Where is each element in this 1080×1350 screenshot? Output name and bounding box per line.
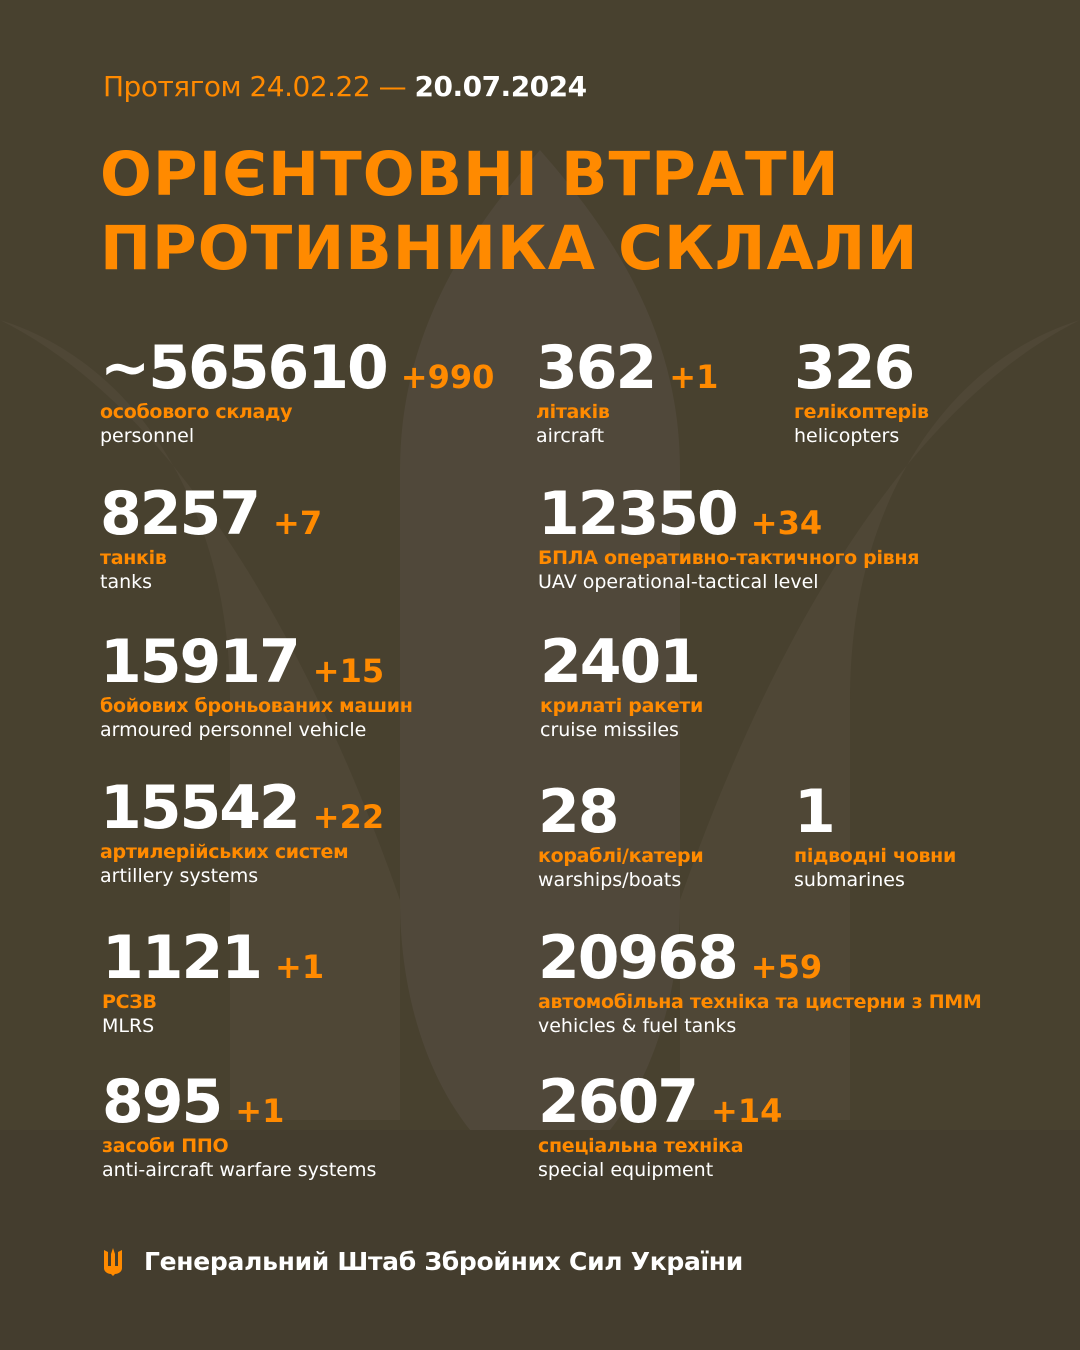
stat-label-ua: крилаті ракети — [540, 695, 704, 717]
stat-label-en: MLRS — [102, 1015, 155, 1037]
stat-label-en: cruise missiles — [540, 719, 679, 741]
stat-delta: +990 — [400, 358, 495, 396]
stat-item: 28 кораблі/катери warships/boats — [538, 782, 704, 892]
stat-label-ua: автомобільна техніка та цистерни з ПММ — [538, 991, 982, 1013]
stat-item: 15917 +15 бойових броньованих машин armou… — [100, 632, 413, 742]
trident-icon — [104, 1248, 122, 1276]
title-line-1: ОРІЄНТОВНІ ВТРАТИ — [100, 139, 840, 210]
footer: Генеральний Штаб Збройних Сил України — [100, 1246, 743, 1276]
period: Протягом 24.02.22 — 20.07.2024 — [103, 70, 587, 103]
footer-text: Генеральний Штаб Збройних Сил України — [144, 1246, 743, 1276]
stat-label-ua: засоби ППО — [102, 1135, 229, 1157]
stat-item: 326 гелікоптерів helicopters — [794, 338, 929, 448]
stat-label-ua: літаків — [536, 401, 610, 423]
stat-item: 15542 +22 артилерійських систем artillery… — [100, 778, 384, 888]
stat-delta: +15 — [312, 652, 385, 690]
stat-value: 8257 — [100, 479, 261, 549]
stat-label-en: vehicles & fuel tanks — [538, 1015, 737, 1037]
stat-value: 895 — [102, 1067, 223, 1137]
stat-value: 2401 — [540, 627, 701, 697]
stat-value: 362 — [536, 333, 657, 403]
stat-delta: +59 — [750, 948, 823, 986]
stat-delta: +1 — [235, 1092, 285, 1130]
stat-item: 20968 +59 автомобільна техніка та цистерн… — [538, 928, 982, 1038]
page-title: ОРІЄНТОВНІ ВТРАТИ ПРОТИВНИКА СКЛАЛИ — [100, 138, 918, 286]
stat-item: 8257 +7 танків tanks — [100, 484, 322, 594]
stat-value: 15542 — [100, 773, 301, 843]
stat-label-ua: артилерійських систем — [100, 841, 349, 863]
stat-label-en: warships/boats — [538, 869, 682, 891]
stat-item: 1 підводні човни submarines — [794, 782, 956, 892]
stat-label-ua: РСЗВ — [102, 991, 157, 1013]
stat-item: 2401 крилаті ракети cruise missiles — [540, 632, 703, 742]
stat-label-en: helicopters — [794, 425, 900, 447]
stat-label-en: artillery systems — [100, 865, 259, 887]
stat-value: 15917 — [100, 627, 301, 697]
stat-item: 362 +1 літаків aircraft — [536, 338, 718, 448]
stat-delta: +1 — [669, 358, 719, 396]
stat-label-en: aircraft — [536, 425, 605, 447]
stat-label-ua: гелікоптерів — [794, 401, 929, 423]
stat-value: ~565610 — [100, 333, 389, 403]
stat-label-en: personnel — [100, 425, 195, 447]
stat-item: ~565610 +990 особового складу personnel — [100, 338, 494, 448]
stat-label-en: tanks — [100, 571, 153, 593]
stat-delta: +14 — [711, 1092, 783, 1130]
stat-label-ua: кораблі/катери — [538, 845, 704, 867]
stat-item: 2607 +14 спеціальна техніка special equip… — [538, 1072, 782, 1182]
stat-label-ua: підводні човни — [794, 845, 957, 867]
stat-value: 2607 — [538, 1067, 699, 1137]
stat-delta: +34 — [750, 504, 823, 542]
stat-value: 12350 — [538, 479, 739, 549]
stat-label-ua: танків — [100, 547, 167, 569]
stat-value: 1121 — [102, 923, 263, 993]
stat-delta: +7 — [273, 504, 323, 542]
stat-item: 895 +1 засоби ППО anti-aircraft warfare s… — [102, 1072, 376, 1182]
stat-label-en: UAV operational-tactical level — [538, 571, 819, 593]
stat-value: 28 — [538, 777, 619, 847]
stat-label-en: armoured personnel vehicle — [100, 719, 367, 741]
title-line-2: ПРОТИВНИКА СКЛАЛИ — [100, 213, 919, 284]
stat-label-en: anti-aircraft warfare systems — [102, 1159, 377, 1181]
stat-label-en: special equipment — [538, 1159, 714, 1181]
stat-delta: +1 — [275, 948, 325, 986]
stat-label-ua: бойових броньованих машин — [100, 695, 413, 717]
period-prefix: Протягом 24.02.22 — — [103, 70, 407, 103]
stat-label-ua: БПЛА оперативно-тактичного рівня — [538, 547, 920, 569]
stat-value: 1 — [794, 777, 836, 847]
stat-label-en: submarines — [794, 869, 905, 891]
stat-value: 326 — [794, 333, 915, 403]
stat-delta: +22 — [312, 798, 385, 836]
stat-value: 20968 — [538, 923, 739, 993]
stat-label-ua: спеціальна техніка — [538, 1135, 744, 1157]
stat-item: 1121 +1 РСЗВ MLRS — [102, 928, 324, 1038]
stat-label-ua: особового складу — [100, 401, 293, 423]
period-date: 20.07.2024 — [414, 70, 587, 103]
stat-item: 12350 +34 БПЛА оперативно-тактичного рівн… — [538, 484, 919, 594]
